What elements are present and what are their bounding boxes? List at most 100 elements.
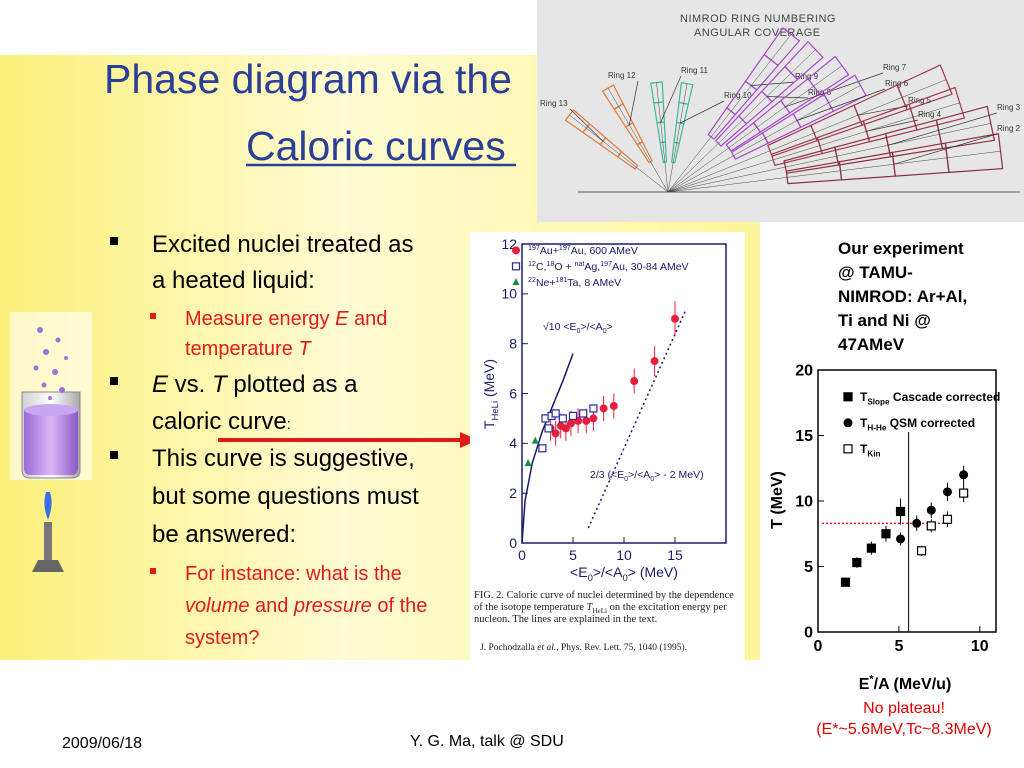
text-run: E <box>335 308 349 330</box>
flame <box>44 492 52 520</box>
text-run: 0 <box>624 475 628 483</box>
data-point <box>895 506 906 517</box>
ring-label: Ring 12 <box>608 71 636 80</box>
leader-line <box>628 80 639 125</box>
leader-line <box>569 108 604 142</box>
detector-ray <box>667 150 1001 193</box>
detector-module <box>601 84 624 110</box>
text-run: 181 <box>556 276 568 284</box>
legend-entry: TKin <box>860 442 881 459</box>
text-run: 12 <box>528 260 536 268</box>
experiment-note: Ti and Ni @ <box>838 311 931 330</box>
text-run: temperature <box>185 338 298 360</box>
text-run: <E <box>570 564 588 580</box>
slide-title: Phase diagram via the <box>104 56 512 102</box>
data-point <box>959 488 969 498</box>
text-run: Slope <box>867 398 890 407</box>
data-point <box>609 401 618 410</box>
text-run: a heated liquid: <box>152 267 315 294</box>
y-axis-label: T (MeV) <box>769 471 786 529</box>
data-point <box>852 557 862 568</box>
leader-line <box>766 96 809 99</box>
text-run: of the <box>372 595 428 617</box>
plot-frame <box>817 369 997 633</box>
text-run: T <box>298 338 312 360</box>
detector-module <box>678 81 694 105</box>
data-point <box>843 418 853 428</box>
bullet-marker <box>110 237 118 245</box>
text-run: >/<A <box>580 321 602 333</box>
bullet-text: This curve is suggestive, <box>152 445 415 472</box>
y-tick-label: 8 <box>509 336 517 352</box>
text-run: Ta, 8 AMeV <box>567 277 621 289</box>
text-run: > - 2 MeV) <box>654 469 703 481</box>
data-point <box>561 424 570 433</box>
bullet-text: caloric curve: <box>152 408 291 435</box>
ring-label: Ring 3 <box>997 103 1021 112</box>
data-point <box>566 419 575 428</box>
x-tick-label: 0 <box>518 547 526 563</box>
text-run: system? <box>185 627 259 649</box>
curve-label: √10 <E0>/<A0> <box>543 321 613 335</box>
bullet-text: a heated liquid: <box>152 267 315 294</box>
data-point <box>531 436 539 444</box>
text-run: 22 <box>528 276 536 284</box>
y-tick-label: 15 <box>795 428 813 445</box>
bullet-text: For instance: what is the <box>185 563 402 585</box>
text-run: QSM corrected <box>886 416 975 430</box>
data-point <box>579 409 588 418</box>
data-point <box>959 470 969 480</box>
detector-ray <box>667 49 816 193</box>
leader-line <box>751 81 796 86</box>
text-run: FIG. 2. Caloric curve of nuclei determin… <box>474 590 734 601</box>
burner-base <box>32 560 64 572</box>
conclusion: (E*~5.6MeV,Tc~8.3MeV) <box>816 721 992 738</box>
experiment-note: Our experiment <box>838 239 964 258</box>
text-run: Kin <box>867 450 880 459</box>
y-tick-label: 0 <box>804 625 813 642</box>
ring-label: Ring 4 <box>918 110 942 119</box>
text-run: C, <box>536 261 547 273</box>
bullet-text: system? <box>185 627 259 649</box>
detector-ray <box>656 82 669 193</box>
figure-caption: FIG. 2. Caloric curve of nuclei determin… <box>474 590 734 601</box>
leader-line <box>679 100 725 124</box>
text-run: 18 <box>546 260 554 268</box>
nimrod-title: NIMROD RING NUMBERING <box>680 13 836 25</box>
text-run: T <box>860 390 868 404</box>
text-run: >/<A <box>593 564 623 580</box>
text-run: 0 <box>577 327 581 335</box>
text-run: vs. <box>168 371 212 398</box>
x-axis-label: E*/A (MeV/u) <box>859 674 952 693</box>
data-point <box>551 429 560 438</box>
text-run: HeLi <box>490 401 501 421</box>
x-tick-label: 5 <box>894 638 903 655</box>
detector-module <box>763 27 801 67</box>
bullet-marker <box>150 313 156 319</box>
detector-ray <box>607 87 669 193</box>
figure-panel <box>470 232 745 660</box>
text-run: Measure energy <box>185 308 335 330</box>
text-run: volume <box>185 595 249 617</box>
text-run: 0 <box>650 475 654 483</box>
data-point <box>912 518 922 528</box>
text-run: 0 <box>588 573 593 584</box>
detector-module <box>908 86 966 131</box>
legend-entry: TH-He QSM corrected <box>860 416 975 433</box>
leader-line <box>785 72 884 108</box>
text-run: Au, 600 AMeV <box>571 245 638 257</box>
text-run: Excited nuclei treated as <box>152 231 413 258</box>
curve-label: 2/3 (<E0>/<A0> - 2 MeV) <box>590 469 704 483</box>
ring-label: Ring 2 <box>997 124 1021 133</box>
ring-label: Ring 6 <box>885 79 909 88</box>
data-point <box>926 521 936 531</box>
conclusion: No plateau! <box>863 700 945 717</box>
text-run: but some questions must <box>152 483 419 510</box>
text-run: E <box>152 371 169 398</box>
y-tick-label: 10 <box>501 286 517 302</box>
data-point <box>511 262 521 271</box>
y-tick-label: 6 <box>509 385 517 401</box>
text-run: be answered: <box>152 521 296 548</box>
text-run: caloric curve <box>152 408 287 435</box>
text-run: >/<A <box>628 469 650 481</box>
